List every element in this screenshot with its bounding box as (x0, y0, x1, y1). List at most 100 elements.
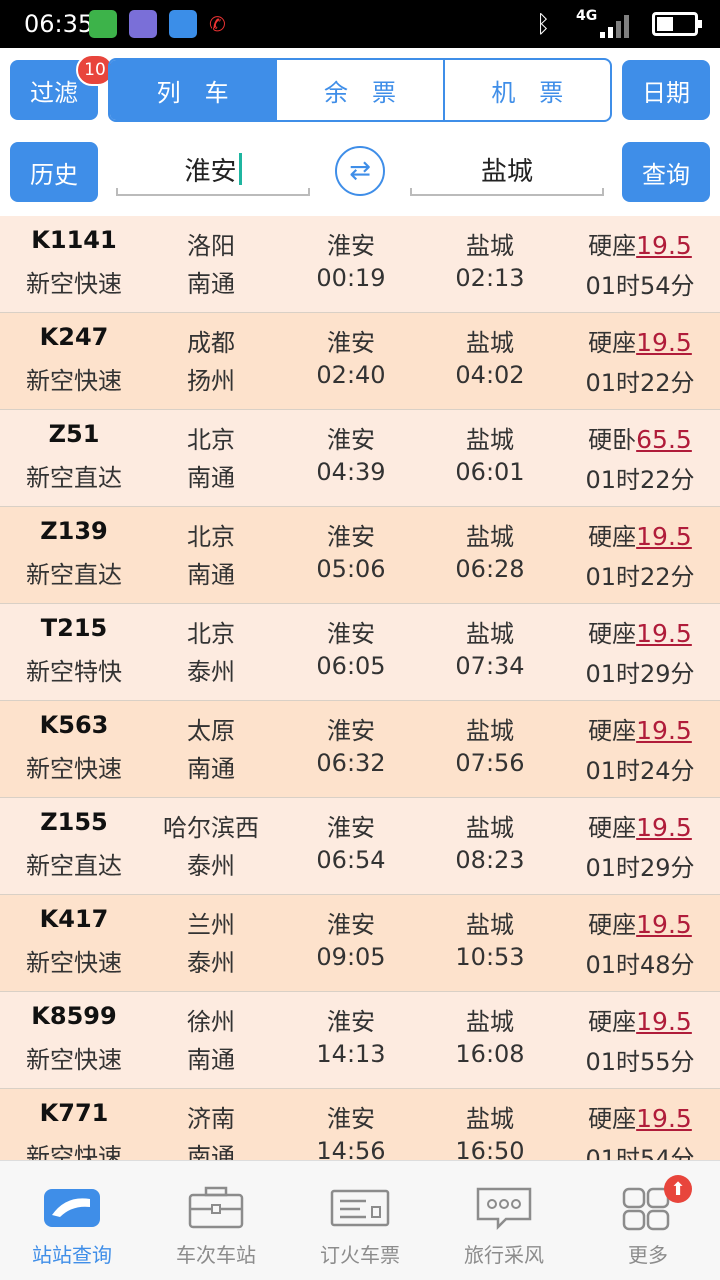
arrival-time: 04:02 (455, 361, 525, 389)
nav-label: 车次车站 (176, 1243, 256, 1267)
to-station-value: 盐城 (480, 156, 533, 187)
departure-station: 淮安 (327, 523, 375, 551)
seat-type: 硬座 (588, 1105, 637, 1133)
origin-station: 北京 (187, 620, 235, 648)
seat-type: 硬座 (588, 717, 637, 745)
swap-stations-button[interactable]: ⇄ (335, 146, 385, 196)
seat-price: 硬座19.5 (562, 614, 718, 649)
missed-call-icon: ✆ (209, 12, 226, 36)
mode-tabs: 列车 余票 机票 (108, 58, 612, 122)
train-row[interactable]: K417 新空快速 兰州 泰州 淮安 09:05 盐城 10:53 硬座19.5 01时48分 (0, 895, 720, 992)
travel-duration: 01时22分 (585, 563, 695, 591)
nav-travel[interactable]: 旅行采风 (432, 1161, 576, 1280)
travel-duration: 01时22分 (585, 466, 695, 494)
origin-station: 太原 (187, 717, 235, 745)
status-time: 06:35 (24, 10, 94, 38)
train-row[interactable]: Z51 新空直达 北京 南通 淮安 04:39 盐城 06:01 硬卧65.5 01时22分 (0, 410, 720, 507)
nav-train-station[interactable]: 车次车站 (144, 1161, 288, 1280)
train-number: K417 (39, 905, 109, 933)
tab-remaining-tickets[interactable]: 余票 (275, 60, 442, 120)
terminus-station: 泰州 (187, 658, 235, 686)
search-button[interactable]: 查询 (622, 142, 710, 202)
bluetooth-icon: ᛒ (536, 10, 551, 38)
arrival-station: 盐城 (466, 814, 514, 842)
price-link[interactable]: 65.5 (636, 425, 692, 454)
seat-price: 硬座19.5 (562, 226, 718, 261)
price-link[interactable]: 19.5 (636, 813, 692, 842)
seat-price: 硬座19.5 (562, 1002, 718, 1037)
price-link[interactable]: 19.5 (636, 1104, 692, 1133)
nav-more[interactable]: ⬆ 更多 (576, 1161, 720, 1280)
nav-label: 站站查询 (32, 1243, 112, 1267)
origin-station: 哈尔滨西 (163, 814, 259, 842)
arrival-time: 10:53 (455, 943, 525, 971)
bottom-nav: 站站查询 车次车站 订火车票 旅行采风 (0, 1160, 720, 1280)
price-link[interactable]: 19.5 (636, 231, 692, 260)
price-link[interactable]: 19.5 (636, 1007, 692, 1036)
arrow-up-icon: ⬆ (664, 1175, 692, 1203)
price-link[interactable]: 19.5 (636, 910, 692, 939)
price-link[interactable]: 19.5 (636, 716, 692, 745)
train-row[interactable]: K771 新空快速 济南 南通 淮安 14:56 盐城 16:50 硬座19.5 01时54分 (0, 1089, 720, 1160)
history-button[interactable]: 历史 (10, 142, 98, 202)
train-row[interactable]: K247 新空快速 成都 扬州 淮安 02:40 盐城 04:02 硬座19.5 01时22分 (0, 313, 720, 410)
train-number: K8599 (31, 1002, 117, 1030)
tab-trains[interactable]: 列车 (110, 60, 276, 120)
departure-station: 淮安 (327, 717, 375, 745)
train-row[interactable]: K563 新空快速 太原 南通 淮安 06:32 盐城 07:56 硬座19.5 01时24分 (0, 701, 720, 798)
train-row[interactable]: K8599 新空快速 徐州 南通 淮安 14:13 盐城 16:08 硬座19.5 01时55分 (0, 992, 720, 1089)
seat-type: 硬座 (588, 523, 637, 551)
origin-station: 北京 (187, 523, 235, 551)
departure-time: 14:13 (316, 1040, 386, 1068)
train-number: K771 (39, 1099, 109, 1127)
arrival-station: 盐城 (466, 1105, 514, 1133)
price-link[interactable]: 19.5 (636, 522, 692, 551)
seat-price: 硬座19.5 (562, 1099, 718, 1134)
seat-price: 硬座19.5 (562, 517, 718, 552)
train-number: K1141 (31, 226, 117, 254)
train-type: 新空快速 (26, 1143, 122, 1160)
price-link[interactable]: 19.5 (636, 619, 692, 648)
origin-station: 成都 (187, 329, 235, 357)
train-row[interactable]: K1141 新空快速 洛阳 南通 淮安 00:19 盐城 02:13 硬座19.5 01时54分 (0, 216, 720, 313)
terminus-station: 南通 (187, 1046, 235, 1074)
nav-label: 旅行采风 (464, 1243, 544, 1267)
terminus-station: 泰州 (187, 852, 235, 880)
tab-flights[interactable]: 机票 (442, 60, 610, 120)
arrival-station: 盐城 (466, 426, 514, 454)
train-row[interactable]: Z155 新空直达 哈尔滨西 泰州 淮安 06:54 盐城 08:23 硬座19.5 01时29分 (0, 798, 720, 895)
battery-icon (652, 12, 702, 36)
travel-duration: 01时54分 (585, 272, 695, 300)
arrival-station: 盐城 (466, 232, 514, 260)
nav-label: 更多 (628, 1243, 668, 1267)
arrival-station: 盐城 (466, 329, 514, 357)
travel-duration: 01时54分 (585, 1145, 695, 1160)
train-list[interactable]: K1141 新空快速 洛阳 南通 淮安 00:19 盐城 02:13 硬座19.5 01时54分 K… (0, 216, 720, 1160)
train-type: 新空快速 (26, 949, 122, 977)
arrival-time: 02:13 (455, 264, 525, 292)
arrival-time: 07:34 (455, 652, 525, 680)
from-station-input[interactable]: 淮安 (116, 144, 310, 196)
maps-icon (169, 10, 197, 38)
to-station-input[interactable]: 盐城 (410, 144, 604, 196)
travel-duration: 01时24分 (585, 757, 695, 785)
origin-station: 北京 (187, 426, 235, 454)
departure-time: 09:05 (316, 943, 386, 971)
terminus-station: 南通 (187, 464, 235, 492)
arrival-station: 盐城 (466, 1008, 514, 1036)
departure-time: 06:54 (316, 846, 386, 874)
date-button[interactable]: 日期 (622, 60, 710, 120)
price-link[interactable]: 19.5 (636, 328, 692, 357)
train-number: Z155 (40, 808, 108, 836)
nav-book-ticket[interactable]: 订火车票 (288, 1161, 432, 1280)
train-number: K563 (39, 711, 109, 739)
nav-station-query[interactable]: 站站查询 (0, 1161, 144, 1280)
train-number: Z51 (48, 420, 100, 448)
departure-time: 14:56 (316, 1137, 386, 1160)
seat-type: 硬座 (588, 1008, 637, 1036)
terminus-station: 南通 (187, 270, 235, 298)
departure-station: 淮安 (327, 426, 375, 454)
train-row[interactable]: Z139 新空直达 北京 南通 淮安 05:06 盐城 06:28 硬座19.5 01时22分 (0, 507, 720, 604)
terminus-station: 扬州 (187, 367, 235, 395)
train-row[interactable]: T215 新空特快 北京 泰州 淮安 06:05 盐城 07:34 硬座19.5 01时29分 (0, 604, 720, 701)
